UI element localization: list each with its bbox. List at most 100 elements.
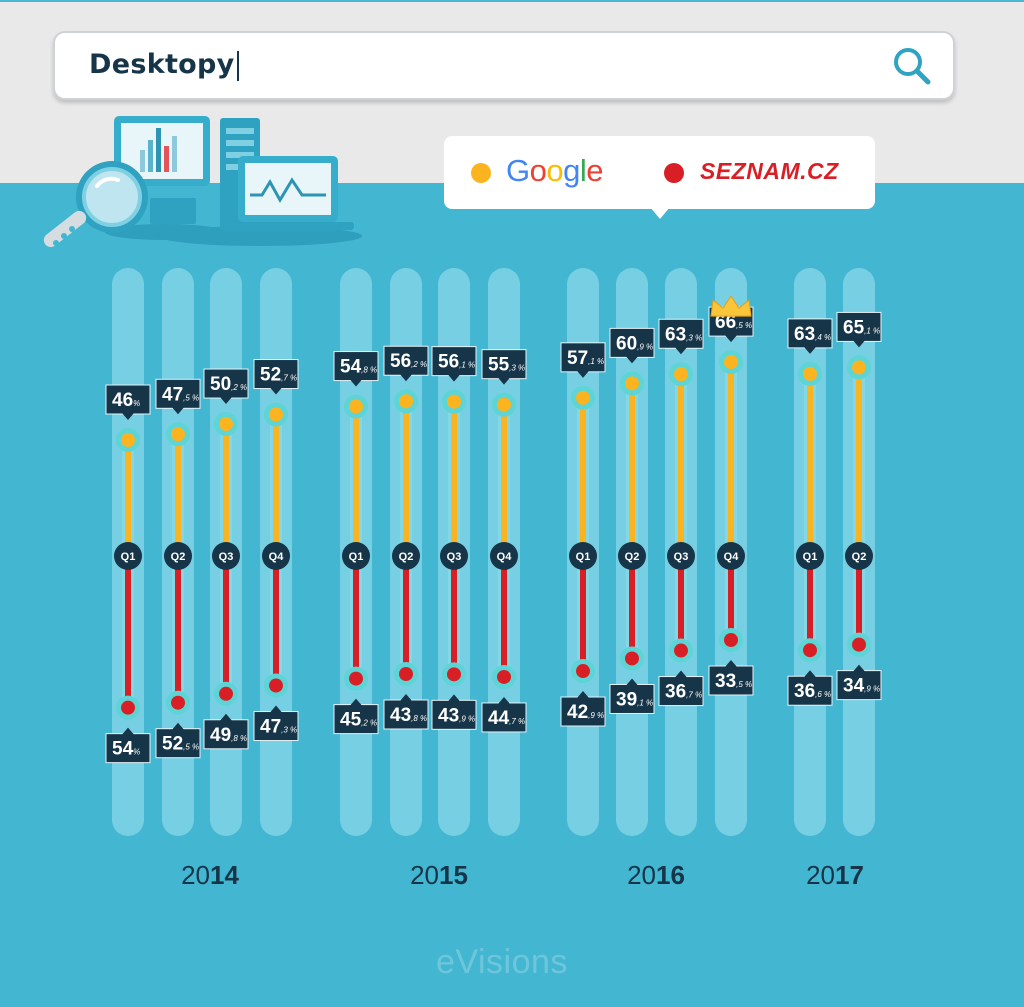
google-value-label-integer: 55 [488, 355, 510, 376]
google-value-label: 54,8 % [333, 351, 379, 387]
google-value-label-text: 63,3 % [665, 324, 702, 345]
google-value-label: 56,1 % [431, 346, 477, 382]
google-value-label-decimal: ,5 % [736, 321, 752, 330]
search-bar[interactable]: Desktopy [53, 31, 955, 100]
google-value-label-integer: 54 [340, 357, 362, 378]
quarter-label: Q2 [625, 551, 640, 563]
seznam-value-label-decimal: ,9 % [588, 711, 604, 720]
quarter-marker [845, 542, 873, 570]
google-value-label-text: 52,7 % [260, 365, 297, 386]
quarter-label: Q3 [219, 551, 234, 563]
quarter-marker [114, 542, 142, 570]
text-caret [236, 50, 239, 81]
seznam-point [625, 651, 639, 666]
google-value-label-box [787, 318, 833, 349]
google-value-label-decimal: ,3 % [509, 364, 525, 373]
google-value-label: 50,2 % [203, 368, 249, 405]
google-bar [273, 414, 279, 556]
seznam-value-label-decimal: ,7 % [686, 691, 702, 700]
google-value-label-integer: 66 [715, 312, 736, 333]
google-value-label-text: 54,8 % [340, 357, 377, 378]
seznam-point [497, 669, 511, 684]
seznam-bar [125, 556, 131, 708]
google-bar [678, 374, 684, 556]
google-value-label-box [155, 378, 201, 409]
seznam-value-label-text: 47,3 % [260, 717, 297, 738]
quarter-label: Q4 [724, 551, 740, 563]
google-value-label: 60,9 % [609, 327, 655, 364]
google-value-label-integer: 65 [843, 317, 865, 338]
google-value-label-pointer [498, 377, 510, 385]
seznam-value-label-text: 42,9 % [567, 702, 604, 723]
seznam-value-label-integer: 54 [112, 739, 134, 760]
quarter-marker [796, 542, 824, 570]
seznam-bar [223, 556, 229, 694]
quarter-marker [667, 542, 695, 570]
seznam-value-label-box [658, 676, 704, 707]
seznam-value-label-integer: 34 [843, 676, 865, 697]
quarter-marker [262, 542, 290, 570]
google-value-label-integer: 52 [260, 365, 281, 386]
search-icon[interactable] [891, 45, 933, 87]
google-point [674, 367, 688, 382]
seznam-point [121, 700, 135, 715]
google-value-label-decimal: ,9 % [637, 342, 653, 351]
google-value-label-pointer [725, 335, 737, 343]
year-label-prefix: 20 [806, 860, 835, 890]
google-value-label-decimal: ,8 % [361, 366, 377, 375]
google-value-label-integer: 56 [438, 352, 459, 373]
google-value-label: 46% [105, 384, 151, 420]
seznam-value-label-integer: 39 [616, 689, 637, 710]
seznam-value-label: 44,7 % [481, 696, 527, 733]
google-value-label-pointer [448, 374, 460, 382]
seznam-bar [273, 556, 279, 686]
google-value-label-integer: 63 [794, 324, 815, 345]
seznam-value-label: 43,8 % [383, 693, 429, 730]
google-value-label-decimal: ,2 % [231, 383, 247, 392]
google-bar [403, 401, 409, 556]
seznam-value-label: 42,9 % [560, 691, 606, 727]
seznam-bar [403, 556, 409, 674]
seznam-value-label-box [481, 702, 527, 733]
google-value-label-box [658, 318, 704, 349]
crown-icon [710, 295, 752, 317]
google-value-label-text: 63,4 % [794, 324, 831, 345]
seznam-value-label-box [560, 696, 606, 727]
google-value-label-text: 46% [112, 390, 140, 411]
seznam-point [349, 671, 363, 686]
quarter-label: Q4 [497, 551, 513, 563]
seznam-value-label: 54% [105, 727, 151, 764]
google-bar [807, 373, 813, 556]
year-label-suffix: 17 [835, 860, 864, 890]
google-point [121, 433, 135, 447]
google-value-label-text: 57,1 % [567, 348, 604, 369]
google-value-label: 63,4 % [787, 318, 833, 354]
search-input[interactable]: Desktopy [89, 49, 239, 81]
seznam-value-label-integer: 36 [665, 682, 686, 703]
seznam-value-label-pointer [498, 696, 510, 704]
google-bar [223, 424, 229, 556]
seznam-bar [856, 556, 862, 645]
legend-dot-seznam [664, 163, 684, 183]
seznam-value-label-decimal: ,1 % [637, 698, 653, 707]
google-point [625, 376, 639, 391]
seznam-value-label-integer: 43 [390, 705, 411, 726]
seznam-value-label-text: 43,9 % [438, 705, 475, 726]
seznam-value-label: 45,2 % [333, 698, 379, 735]
google-value-label-pointer [675, 347, 687, 355]
seznam-value-label: 43,9 % [431, 694, 477, 730]
google-point [399, 394, 413, 409]
google-bar [728, 362, 734, 556]
google-point [852, 360, 866, 375]
seznam-value-label-box [155, 728, 201, 759]
google-value-label: 52,7 % [253, 359, 299, 395]
seznam-value-label-pointer [400, 693, 412, 701]
year-label-suffix: 14 [210, 860, 239, 890]
seznam-value-label-box [383, 699, 429, 730]
seznam-point [576, 664, 590, 679]
seznam-value-label-text: 49,8 % [210, 725, 247, 746]
seznam-value-label-pointer [350, 698, 362, 706]
seznam-value-label-text: 36,6 % [794, 681, 831, 702]
quarter-marker [392, 542, 420, 570]
seznam-value-label-pointer [853, 664, 865, 672]
